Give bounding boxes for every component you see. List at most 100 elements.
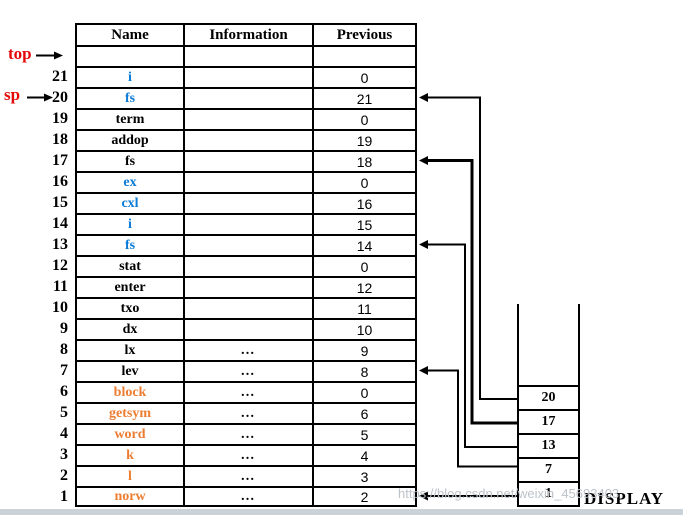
previous-cell: 9	[360, 342, 369, 359]
display-label: DISPLAY	[584, 489, 665, 508]
table-row: 17 fs 18	[0, 150, 492, 171]
row-number: 10	[52, 298, 68, 316]
row-number: 1	[60, 487, 68, 505]
table-row: 21 i 0	[0, 66, 492, 87]
row-number	[0, 45, 75, 66]
row-number: 5	[60, 403, 68, 421]
name-cell: i	[128, 69, 132, 85]
name-cell: stat	[119, 258, 141, 274]
row-number: 2	[60, 466, 68, 484]
name-cell: addop	[111, 132, 149, 148]
row-number: 4	[60, 424, 68, 442]
table-row: 5 getsym … 6	[0, 402, 492, 423]
table-row: 19 term 0	[0, 108, 492, 129]
previous-cell: 0	[360, 174, 369, 191]
previous-cell: 10	[356, 321, 373, 338]
table-row	[0, 45, 492, 66]
header-cell-name: Name	[75, 23, 183, 45]
info-cell: …	[240, 468, 257, 484]
bottom-bar	[0, 509, 683, 515]
name-cell: word	[114, 426, 146, 442]
previous-cell: 19	[356, 132, 373, 149]
row-number: 19	[52, 109, 68, 127]
table-row: 3 k … 4	[0, 444, 492, 465]
name-cell: fs	[124, 237, 136, 253]
sp-pointer-label: sp	[4, 85, 21, 104]
display-cell: 13	[519, 433, 578, 457]
row-number: 20	[52, 88, 68, 106]
row-number: 17	[52, 151, 68, 169]
display-cell: 1	[519, 481, 578, 505]
row-number: 16	[52, 172, 68, 190]
name-cell: enter	[114, 279, 146, 295]
name-cell: norw	[114, 488, 146, 504]
table-row: 11 enter 12	[0, 276, 492, 297]
table-body: 21 i 0 20 fs 21 19 term 0 18 addop 19 17…	[0, 45, 492, 507]
table-row: 1 norw … 2	[0, 486, 492, 507]
top-pointer-label: top	[8, 44, 32, 63]
info-cell: …	[240, 426, 257, 442]
table-row: 18 addop 19	[0, 129, 492, 150]
header-cell-previous: Previous	[312, 23, 417, 45]
row-number: 13	[52, 235, 68, 253]
name-cell: i	[128, 216, 132, 232]
previous-cell: 5	[360, 426, 369, 443]
previous-cell: 11	[357, 300, 372, 317]
previous-cell: 15	[356, 216, 373, 233]
info-cell: …	[240, 447, 257, 463]
previous-cell: 8	[360, 363, 369, 380]
row-number: 11	[52, 277, 68, 295]
table-row: 9 dx 10	[0, 318, 492, 339]
name-cell: cxl	[121, 195, 139, 211]
row-number: 7	[60, 361, 68, 379]
info-cell: …	[240, 488, 257, 504]
info-cell: …	[240, 405, 257, 421]
previous-cell: 4	[360, 447, 369, 464]
info-cell: …	[240, 342, 257, 358]
display-cell: 7	[519, 457, 578, 481]
table-row: 13 fs 14	[0, 234, 492, 255]
row-number: 12	[52, 256, 68, 274]
name-cell: getsym	[109, 405, 151, 421]
previous-cell: 0	[360, 111, 369, 128]
table-row: 12 stat 0	[0, 255, 492, 276]
name-cell: ex	[123, 174, 137, 190]
row-number: 9	[60, 319, 68, 337]
table-row: 2 l … 3	[0, 465, 492, 486]
row-number: 6	[60, 382, 68, 400]
row-number: 8	[60, 340, 68, 358]
table-row: 20 fs 21	[0, 87, 492, 108]
name-cell: fs	[124, 153, 136, 169]
table-row: 14 i 15	[0, 213, 492, 234]
table-row: 10 txo 11	[0, 297, 492, 318]
previous-cell: 6	[360, 405, 369, 422]
row-number: 15	[52, 193, 68, 211]
header-cell-information: Information	[183, 23, 312, 45]
previous-cell: 0	[360, 69, 369, 86]
row-number: 21	[52, 67, 68, 85]
previous-cell: 0	[360, 384, 369, 401]
previous-cell: 14	[356, 237, 373, 254]
display-stack: 20 17 13 7 1	[517, 304, 580, 507]
watermark: https://blog.csdn.net/weixin_45693403	[398, 486, 620, 501]
display-cell: 17	[519, 409, 578, 433]
table-header-row: Name Information Previous	[0, 23, 492, 45]
name-cell: l	[128, 468, 132, 484]
table-row: 16 ex 0	[0, 171, 492, 192]
table-row: 7 lev … 8	[0, 360, 492, 381]
name-cell: block	[113, 384, 147, 400]
name-cell: txo	[120, 300, 140, 316]
previous-cell: 16	[356, 195, 373, 212]
row-number: 18	[52, 130, 68, 148]
row-number: 3	[60, 445, 68, 463]
name-cell: term	[115, 111, 145, 127]
previous-cell: 21	[356, 90, 373, 107]
name-cell: dx	[122, 321, 138, 337]
display-cell: 20	[519, 385, 578, 409]
table-row: 6 block … 0	[0, 381, 492, 402]
info-cell: …	[240, 363, 257, 379]
row-number-spacer	[0, 23, 75, 45]
display-cells: 20 17 13 7 1	[519, 385, 578, 505]
previous-cell: 12	[356, 279, 373, 296]
